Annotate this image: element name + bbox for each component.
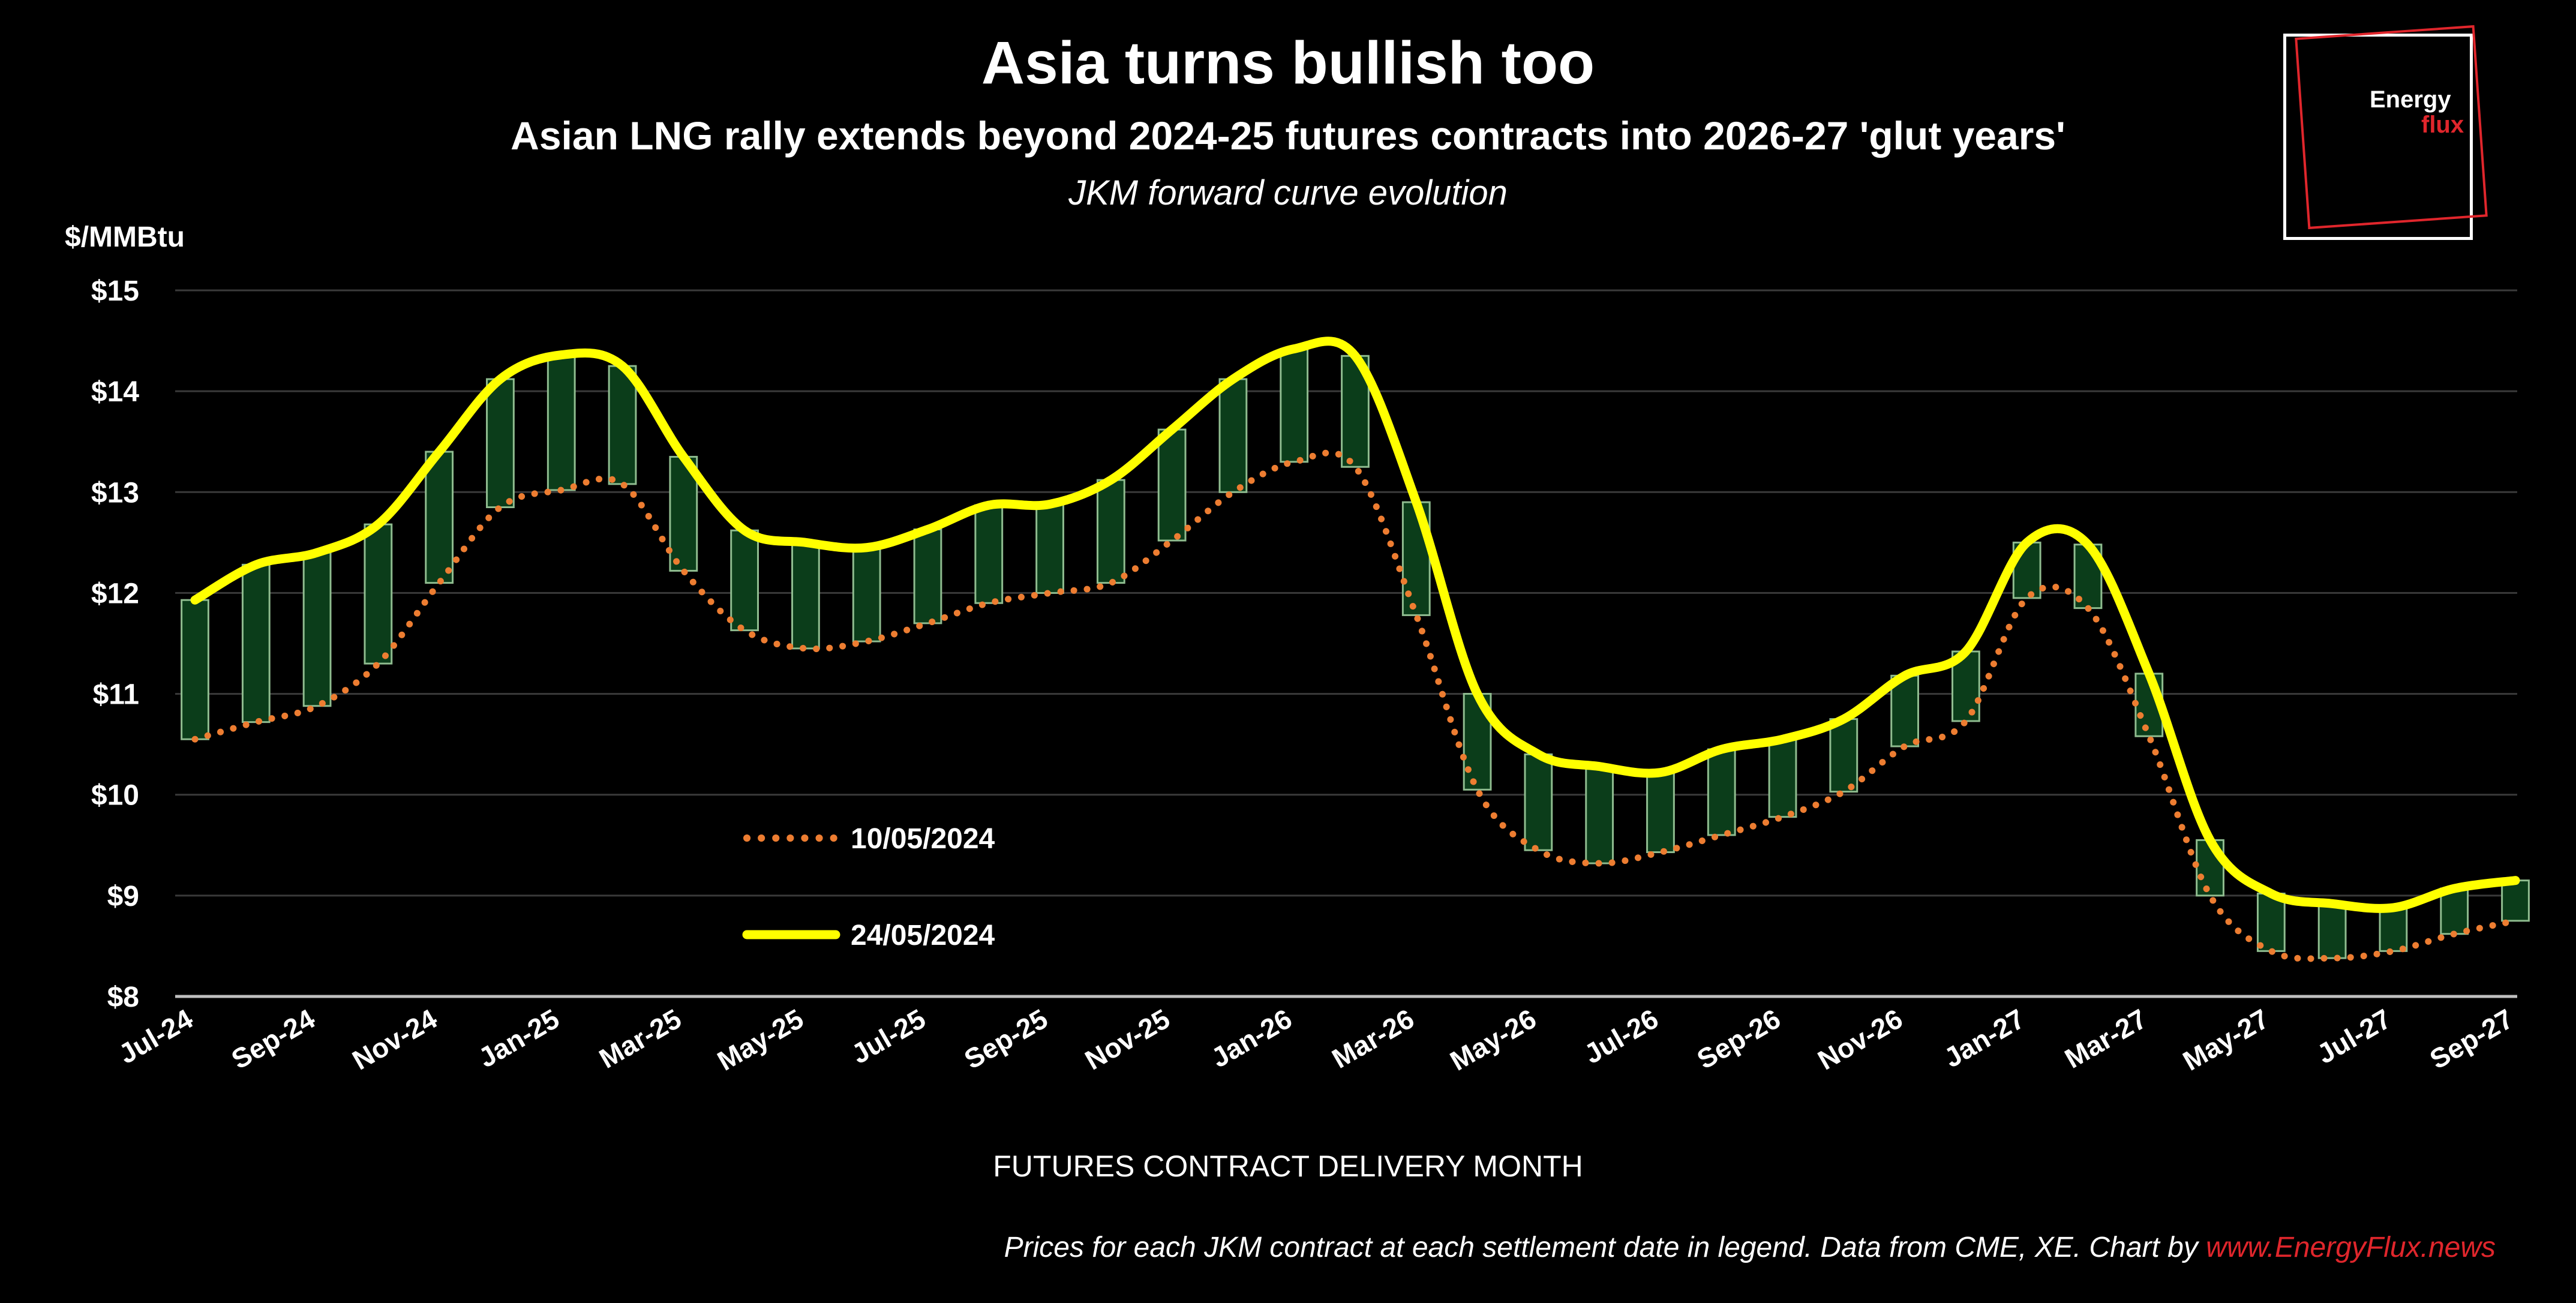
x-tick-label: May-26 (1445, 1003, 1541, 1077)
legend-label-24-05-2024: 24/05/2024 (851, 920, 995, 951)
y-axis-unit-label: $/MMBtu (65, 221, 185, 253)
change-bar (1280, 348, 1309, 463)
x-tick-label: Sep-24 (226, 1002, 320, 1075)
x-tick-label: May-25 (712, 1003, 809, 1077)
change-bar (241, 563, 271, 723)
x-tick-label: Jan-27 (1938, 1003, 2029, 1074)
x-tick-label: Jan-26 (1206, 1003, 1297, 1074)
change-bar (486, 378, 515, 509)
x-tick-label: Sep-25 (959, 1003, 1053, 1075)
change-bar (1524, 753, 1553, 851)
logo-text-energy: Energy (2370, 86, 2451, 113)
change-bars (181, 348, 2530, 959)
chart-caption: JKM forward curve evolution (1068, 173, 1508, 212)
x-tick-label: Nov-25 (1080, 1003, 1175, 1076)
x-tick-label: Sep-26 (1692, 1003, 1786, 1075)
chart-title: Asia turns bullish too (981, 29, 1595, 97)
energyflux-logo-frame (2283, 34, 2473, 240)
y-tick-label: $14 (91, 376, 139, 408)
x-tick-label: Nov-26 (1812, 1003, 1908, 1076)
x-axis-title: FUTURES CONTRACT DELIVERY MONTH (993, 1149, 1583, 1183)
y-tick-labels: $8 $9 $10 $11 $12 $13 $14 $15 (91, 275, 139, 1013)
change-bar (791, 541, 820, 650)
gridlines (175, 289, 2517, 998)
x-tick-label: Mar-27 (2059, 1003, 2152, 1074)
change-bar (1707, 748, 1736, 836)
change-bar (1646, 771, 1675, 854)
y-tick-label: $12 (91, 578, 139, 610)
energyflux-link[interactable]: www.EnergyFlux.news (2206, 1232, 2496, 1263)
change-bar (1890, 674, 1919, 747)
y-tick-label: $8 (107, 981, 139, 1013)
change-bar (852, 547, 881, 643)
x-tick-label: Jul-27 (2311, 1003, 2396, 1070)
change-bar (2317, 902, 2347, 959)
legend-label-10-05-2024: 10/05/2024 (851, 823, 995, 855)
change-bar (1157, 428, 1187, 542)
series-line-10-05-2024 (191, 449, 2519, 962)
x-tick-label: Nov-24 (347, 1002, 442, 1076)
chart-subtitle: Asian LNG rally extends beyond 2024-25 f… (511, 113, 2065, 158)
change-bar (1585, 765, 1614, 864)
change-bar (181, 599, 209, 740)
x-tick-label: Mar-26 (1326, 1003, 1419, 1074)
change-bar (1218, 378, 1248, 493)
y-tick-label: $9 (107, 881, 139, 912)
change-bar (2501, 879, 2530, 922)
change-bar (730, 529, 759, 632)
y-tick-label: $13 (91, 477, 139, 509)
footnote-text: Prices for each JKM contract at each set… (1004, 1232, 2206, 1263)
change-bar (1768, 738, 1797, 818)
change-bar (547, 354, 576, 491)
change-bar (1035, 503, 1064, 594)
change-bar (425, 451, 454, 584)
change-bar (974, 504, 1004, 604)
change-bar (2379, 906, 2408, 952)
x-tick-label: May-27 (2178, 1003, 2274, 1077)
legend: 10/05/2024 24/05/2024 (742, 823, 995, 951)
change-bar (302, 551, 332, 707)
x-tick-label: Jul-25 (846, 1003, 930, 1070)
x-tick-label: Jul-26 (1579, 1003, 1664, 1070)
y-tick-label: $11 (93, 679, 139, 711)
change-bar (913, 528, 942, 625)
x-tick-label: Mar-25 (594, 1003, 686, 1074)
x-tick-label: Jan-25 (473, 1003, 565, 1074)
logo-text-flux: flux (2421, 112, 2464, 138)
series-line-24-05-2024 (190, 337, 2520, 913)
series-lines (190, 337, 2520, 962)
change-bar (608, 365, 637, 485)
y-tick-label: $10 (91, 780, 139, 812)
change-bar (1829, 718, 1859, 793)
change-bar (364, 523, 393, 665)
change-bar (1463, 693, 1492, 791)
y-tick-label: $15 (91, 275, 139, 307)
source-footnote: Prices for each JKM contract at each set… (1004, 1231, 2496, 1264)
x-tick-label: Sep-27 (2424, 1003, 2518, 1075)
x-tick-labels: Jul-24 Sep-24 Nov-24 Jan-25 Mar-25 May-25 Jul-… (113, 1002, 2518, 1076)
change-bar (1096, 479, 1125, 584)
